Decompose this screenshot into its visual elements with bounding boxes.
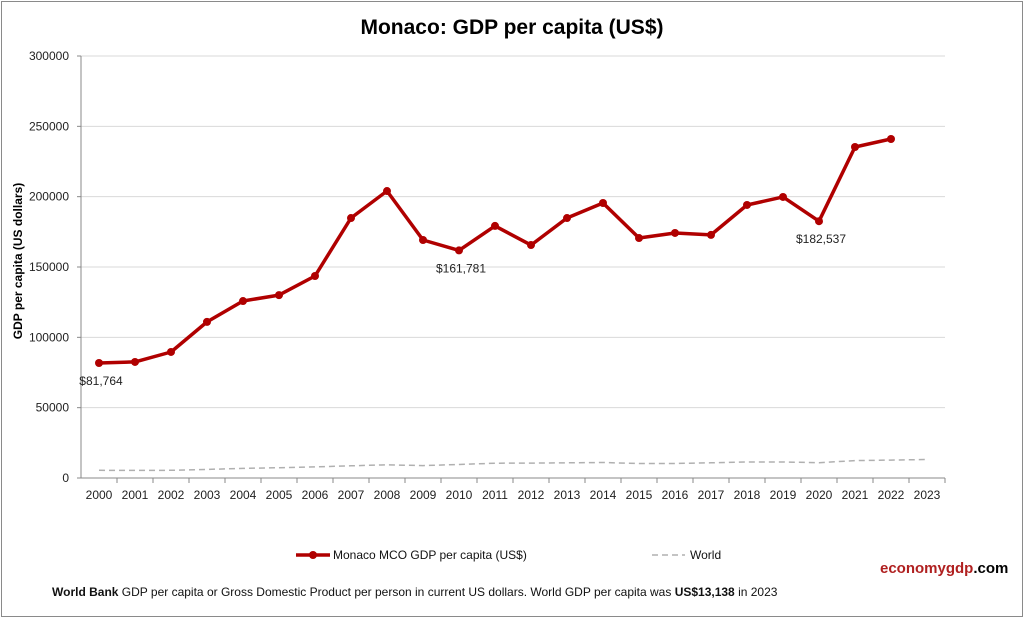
data-point [131, 357, 139, 366]
x-tick-label: 2007 [338, 488, 365, 502]
x-tick-label: 2023 [914, 488, 941, 502]
x-tick-label: 2003 [194, 488, 221, 502]
x-tick-label: 2004 [230, 488, 257, 502]
data-point [455, 246, 463, 255]
x-tick-label: 2009 [410, 488, 437, 502]
y-tick-label: 0 [62, 471, 69, 485]
data-label: $182,537 [796, 232, 846, 246]
series-line-world [98, 458, 928, 472]
y-axis-label: GDP per capita (US dollars) [11, 183, 25, 340]
x-tick-label: 2018 [734, 488, 761, 502]
y-tick-label: 100000 [29, 330, 69, 344]
x-tick-label: 2006 [302, 488, 329, 502]
x-tick-label: 2019 [770, 488, 797, 502]
x-tick-label: 2000 [86, 488, 113, 502]
brand-logo[interactable]: economygdp.com [880, 560, 1008, 577]
series-line-monaco [98, 137, 892, 365]
data-point [527, 241, 535, 250]
data-label: $161,781 [436, 261, 486, 275]
data-point [491, 221, 499, 230]
x-tick-label: 2011 [482, 488, 508, 502]
x-tick-label: 2015 [626, 488, 653, 502]
x-tick-label: 2013 [554, 488, 581, 502]
data-point [95, 358, 103, 367]
data-point [743, 200, 751, 209]
data-point [203, 317, 211, 326]
brand-part-1: economygdp [880, 560, 974, 577]
y-tick-label: 150000 [29, 260, 69, 274]
x-tick-label: 2002 [158, 488, 185, 502]
x-tick-label: 2017 [698, 488, 725, 502]
data-point [707, 230, 715, 239]
legend-marker-monaco [309, 551, 317, 559]
data-point [347, 214, 355, 223]
x-tick-label: 2008 [374, 488, 401, 502]
data-point [419, 235, 427, 244]
data-point [815, 217, 823, 226]
x-tick-label: 2010 [446, 488, 473, 502]
x-tick-label: 2021 [842, 488, 869, 502]
x-tick-label: 2012 [518, 488, 545, 502]
footer-value: US$13,138 [674, 585, 735, 599]
y-tick-label: 250000 [29, 119, 69, 133]
footer-year: in 2023 [734, 585, 778, 599]
x-tick-label: 2020 [806, 488, 833, 502]
data-point [563, 214, 571, 223]
data-point [383, 187, 391, 196]
legend-label-world: World [690, 548, 721, 562]
footer-source: World Bank [52, 585, 119, 599]
footer-note: World Bank GDP per capita or Gross Domes… [52, 585, 777, 599]
data-point [311, 272, 319, 281]
y-tick-label: 200000 [29, 190, 69, 204]
data-point [275, 291, 283, 300]
x-tick-label: 2014 [590, 488, 617, 502]
x-tick-label: 2022 [878, 488, 905, 502]
x-tick-label: 2005 [266, 488, 293, 502]
y-tick-label: 50000 [36, 401, 70, 415]
x-tick-label: 2001 [122, 488, 149, 502]
chart-title: Monaco: GDP per capita (US$) [360, 16, 663, 39]
data-label: $81,764 [79, 374, 123, 388]
data-point [887, 134, 895, 143]
brand-part-2: .com [973, 560, 1009, 577]
footer-text: GDP per capita or Gross Domestic Product… [118, 585, 675, 599]
data-point [239, 297, 247, 306]
data-point [779, 192, 787, 201]
data-point [635, 234, 643, 243]
x-tick-label: 2016 [662, 488, 689, 502]
legend-label-monaco: Monaco MCO GDP per capita (US$) [333, 548, 527, 562]
data-point [851, 143, 859, 152]
data-point [167, 347, 175, 356]
y-tick-label: 300000 [29, 49, 69, 63]
data-point [599, 198, 607, 207]
data-point [671, 228, 679, 237]
